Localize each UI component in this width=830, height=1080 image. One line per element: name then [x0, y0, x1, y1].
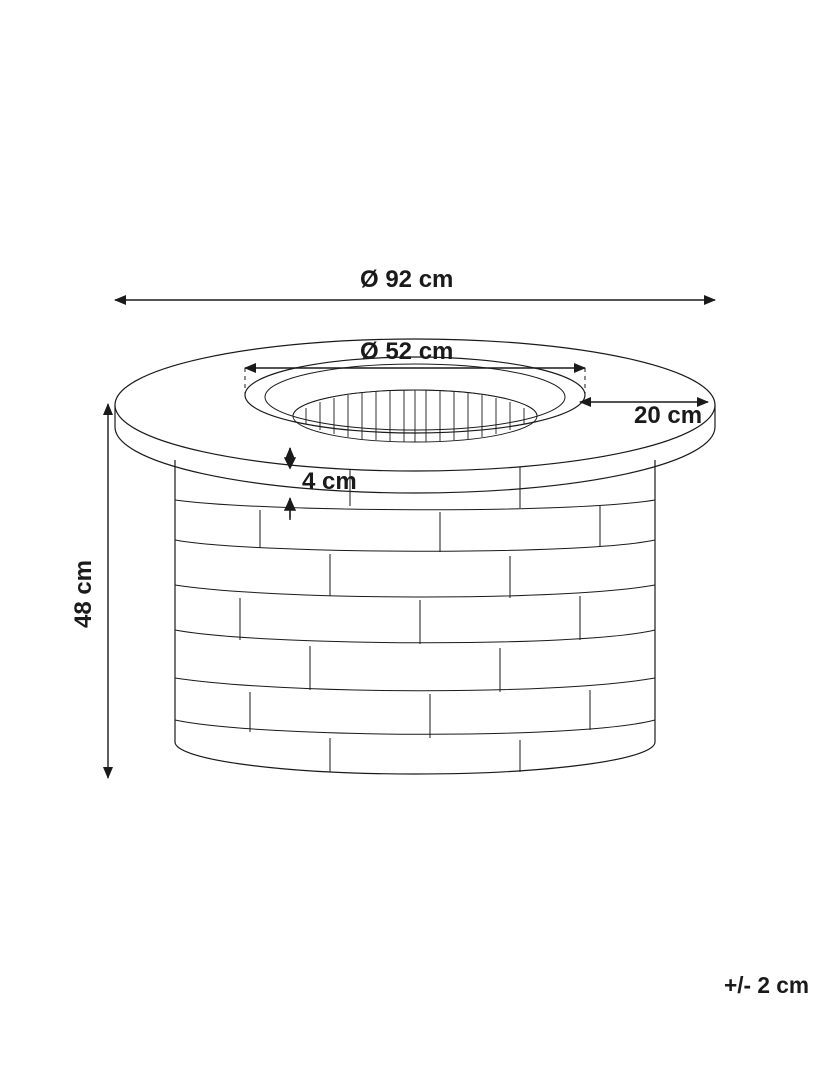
fire-pit-base [175, 460, 655, 774]
outer-diameter-label: Ø 92 cm [360, 266, 453, 294]
thickness-dim [285, 448, 295, 520]
inner-diameter-label: Ø 52 cm [360, 338, 453, 366]
height-label: 48 cm [70, 560, 98, 628]
top-thickness-label: 4 cm [302, 468, 357, 496]
tolerance-label: +/- 2 cm [724, 972, 809, 999]
diagram-canvas [0, 0, 830, 1080]
rim-width-label: 20 cm [634, 402, 702, 430]
